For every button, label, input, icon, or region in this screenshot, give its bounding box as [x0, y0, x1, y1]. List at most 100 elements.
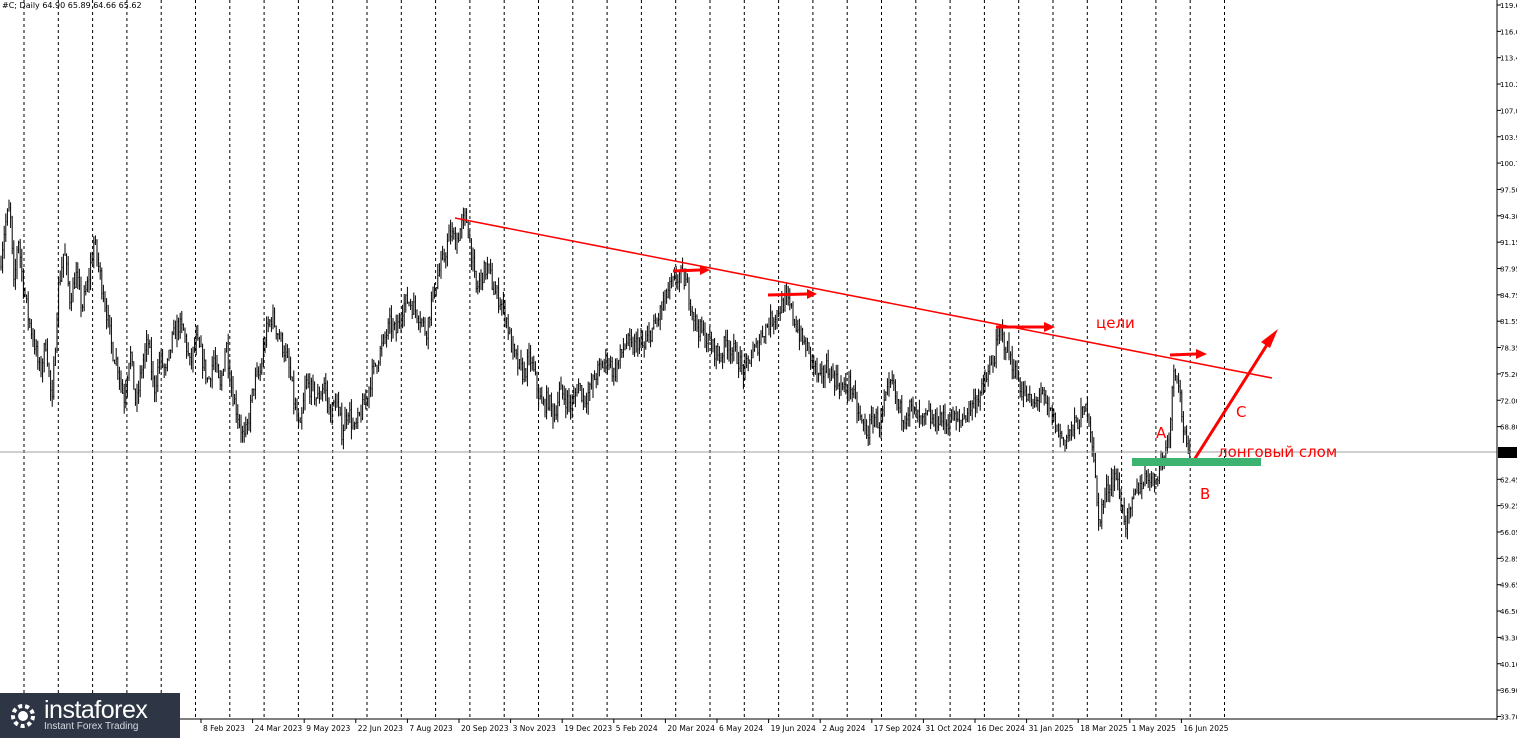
price-tick-label: 103.90 — [1500, 134, 1517, 142]
candle — [1125, 515, 1127, 538]
candle — [274, 307, 276, 328]
candle — [277, 332, 279, 342]
candle — [1184, 426, 1186, 436]
candle — [600, 358, 602, 371]
candle — [1102, 499, 1104, 515]
candle — [581, 385, 583, 403]
candle — [941, 411, 943, 427]
candle — [120, 370, 122, 393]
price-tick-label: 62.45 — [1500, 476, 1517, 484]
candle — [859, 405, 861, 421]
candle — [109, 314, 111, 335]
candle — [816, 357, 818, 383]
candle — [459, 228, 461, 241]
candle — [112, 341, 114, 362]
candle — [427, 317, 429, 350]
candle — [566, 390, 568, 415]
candle — [443, 248, 445, 263]
candle — [962, 413, 964, 427]
candle — [944, 403, 946, 435]
candle — [501, 299, 503, 316]
candle — [139, 365, 141, 398]
candle — [275, 325, 277, 340]
label-a: A — [1156, 424, 1167, 442]
candle — [1000, 326, 1002, 341]
candle — [477, 280, 479, 295]
candle — [334, 393, 336, 411]
candle — [712, 338, 714, 353]
candle — [1187, 435, 1189, 454]
candle — [13, 240, 15, 287]
candle — [898, 398, 900, 414]
candle — [386, 329, 388, 348]
time-tick-label: 8 Feb 2023 — [203, 724, 245, 733]
price-tick-label: 33.70 — [1500, 713, 1517, 721]
candle — [286, 344, 288, 359]
candle — [464, 207, 466, 226]
candle — [363, 393, 365, 405]
candle — [197, 324, 199, 341]
time-tick-label: 31 Jan 2025 — [1029, 724, 1074, 733]
candle — [317, 383, 319, 399]
candle — [934, 409, 936, 432]
candle — [194, 337, 196, 353]
candle — [608, 357, 610, 371]
candle — [405, 294, 407, 313]
candle — [107, 304, 109, 328]
candle — [85, 281, 87, 296]
candle — [1070, 421, 1072, 441]
candle — [406, 286, 408, 304]
candle — [861, 414, 863, 424]
candle — [534, 361, 536, 376]
price-tick-label: 43.30 — [1500, 634, 1517, 642]
candle — [357, 407, 359, 430]
candle — [376, 364, 378, 374]
candle — [890, 378, 892, 388]
candle — [157, 359, 159, 393]
candle — [1152, 472, 1154, 487]
candle — [176, 314, 178, 348]
candle — [104, 291, 106, 313]
candle — [1154, 473, 1156, 493]
candle — [531, 356, 533, 371]
candle — [894, 379, 896, 405]
candle — [1123, 497, 1125, 526]
candle — [202, 343, 204, 379]
candle — [678, 270, 680, 293]
candle — [101, 267, 103, 300]
candle — [1046, 395, 1048, 416]
candle — [970, 400, 972, 417]
candle — [309, 373, 311, 405]
candle — [840, 375, 842, 397]
candle — [1062, 436, 1064, 446]
candle — [1026, 385, 1028, 403]
time-tick-label: 22 Jun 2023 — [358, 724, 403, 733]
candle — [304, 375, 306, 411]
candle — [414, 295, 416, 319]
candle — [102, 284, 104, 303]
candle — [653, 314, 655, 330]
candle — [643, 341, 645, 358]
candle — [1045, 389, 1047, 404]
candle — [131, 351, 133, 367]
candle — [1158, 463, 1160, 485]
candle — [1094, 452, 1096, 479]
time-tick-label: 3 Nov 2023 — [513, 724, 556, 733]
candle — [899, 399, 901, 414]
candle — [774, 314, 776, 330]
candle — [6, 208, 8, 226]
candle — [734, 339, 736, 352]
time-tick-label: 7 Aug 2023 — [409, 724, 452, 733]
candle — [216, 355, 218, 373]
candle — [32, 327, 34, 348]
candle — [725, 329, 727, 348]
candle — [938, 416, 940, 431]
candle — [379, 345, 381, 366]
candle — [93, 236, 95, 269]
candle — [384, 331, 386, 345]
candle — [50, 370, 52, 401]
candle — [246, 418, 248, 435]
candle — [805, 337, 807, 357]
candle — [2, 241, 4, 274]
